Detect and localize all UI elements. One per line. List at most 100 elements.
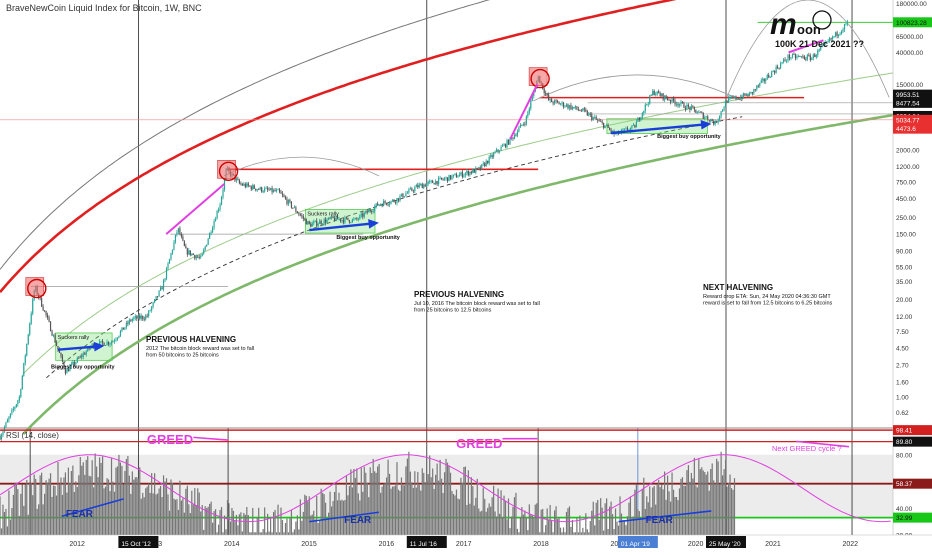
- rsi-bar: [84, 474, 86, 535]
- time-highlight-label: 15 Oct '12: [121, 541, 151, 548]
- candle-body: [802, 56, 804, 58]
- rsi-bar: [87, 456, 89, 535]
- rsi-bar: [512, 506, 514, 535]
- rsi-bar: [494, 511, 496, 535]
- candle-body: [515, 135, 517, 137]
- rsi-bar: [198, 492, 200, 535]
- candle-body: [664, 95, 666, 100]
- candle-body: [638, 118, 640, 121]
- candle-body: [61, 355, 64, 362]
- candle-body: [726, 100, 728, 103]
- candle-body: [85, 351, 87, 355]
- rsi-bar: [564, 532, 566, 535]
- candle-body: [655, 94, 657, 96]
- candle-body: [611, 130, 614, 132]
- rsi-bar: [708, 490, 710, 535]
- rsi-bar: [617, 525, 620, 535]
- candle-body: [220, 196, 223, 205]
- candle-body: [54, 335, 56, 343]
- candle-body: [808, 55, 810, 56]
- candle-body: [559, 103, 562, 105]
- price-tick-label: 2000.00: [896, 147, 920, 154]
- candle-body: [742, 93, 745, 99]
- rsi-bar: [174, 499, 177, 535]
- rsi-bar: [696, 487, 698, 535]
- rsi-bar: [634, 489, 636, 535]
- candle-body: [595, 117, 597, 120]
- rsi-bar: [38, 504, 40, 535]
- candle-body: [179, 228, 181, 235]
- rsi-bar: [380, 492, 382, 535]
- candle-body: [692, 106, 694, 107]
- rsi-bar: [436, 463, 438, 535]
- candle-body: [325, 219, 327, 223]
- candle-body: [472, 169, 474, 174]
- candle-body: [710, 119, 712, 122]
- time-tick-label: 2016: [379, 541, 395, 548]
- rsi-bar: [5, 508, 7, 535]
- rsi-bar: [255, 532, 257, 535]
- rsi-bar: [488, 503, 490, 535]
- candle-body: [342, 219, 345, 223]
- price-tick-label: 4.50: [896, 346, 909, 353]
- halving-2012-note-line: from 50 bitcoins to 25 bitcoins: [146, 353, 219, 359]
- candle-body: [445, 177, 447, 179]
- candle-body: [295, 207, 297, 212]
- rsi-bar: [406, 458, 408, 535]
- price-tick-label: 150.00: [896, 232, 916, 239]
- candle-body: [374, 206, 376, 211]
- candle-body: [674, 100, 676, 105]
- candle-body: [424, 184, 426, 187]
- candle-body: [785, 60, 788, 62]
- halving-2020-note-title: NEXT HALVENING: [703, 283, 773, 292]
- rsi-bar: [316, 495, 318, 535]
- candle-body: [121, 327, 123, 332]
- candle-body: [388, 203, 391, 205]
- rsi-bar: [326, 519, 328, 535]
- greed-label: GREED: [456, 436, 502, 451]
- rsi-bar: [430, 477, 432, 535]
- candle-body: [708, 119, 710, 122]
- rsi-bar: [179, 480, 181, 535]
- candle-body: [796, 56, 798, 59]
- candle-body: [124, 327, 126, 330]
- rsi-bar: [240, 512, 242, 535]
- rsi-bar: [576, 518, 578, 535]
- rsi-bar: [600, 498, 602, 535]
- rsi-bar: [501, 517, 504, 535]
- candle-body: [827, 41, 829, 42]
- rsi-bar: [577, 532, 579, 535]
- candle-body: [442, 179, 444, 180]
- rsi-bar: [270, 516, 272, 535]
- rsi-bar: [365, 472, 367, 535]
- fear-label: FEAR: [646, 515, 674, 526]
- rsi-bar: [164, 481, 166, 535]
- rsi-bar: [274, 509, 276, 535]
- rsi-bar: [610, 501, 612, 535]
- candle-body: [11, 409, 13, 414]
- rsi-bar: [176, 499, 178, 535]
- rsi-bar: [543, 532, 545, 535]
- rsi-bar: [506, 519, 508, 535]
- candle-body: [481, 164, 483, 170]
- rsi-bar: [397, 489, 400, 535]
- rsi-bar: [356, 468, 358, 535]
- candle-body: [656, 91, 658, 95]
- candle-body: [6, 420, 9, 423]
- candle-body: [443, 178, 446, 180]
- candle-body: [433, 183, 435, 185]
- candle-body: [555, 100, 557, 102]
- candle-body: [191, 253, 193, 256]
- rsi-bar: [360, 467, 362, 535]
- candle-body: [824, 42, 826, 44]
- rsi-bar: [295, 521, 297, 535]
- rsi-bar: [613, 529, 615, 535]
- rsi-bar: [372, 458, 374, 535]
- candle-body: [498, 150, 501, 152]
- candle-body: [438, 178, 440, 185]
- rsi-bar: [595, 502, 597, 535]
- rsi-bar: [625, 525, 627, 535]
- rsi-bar: [490, 506, 492, 535]
- candle-body: [525, 116, 527, 125]
